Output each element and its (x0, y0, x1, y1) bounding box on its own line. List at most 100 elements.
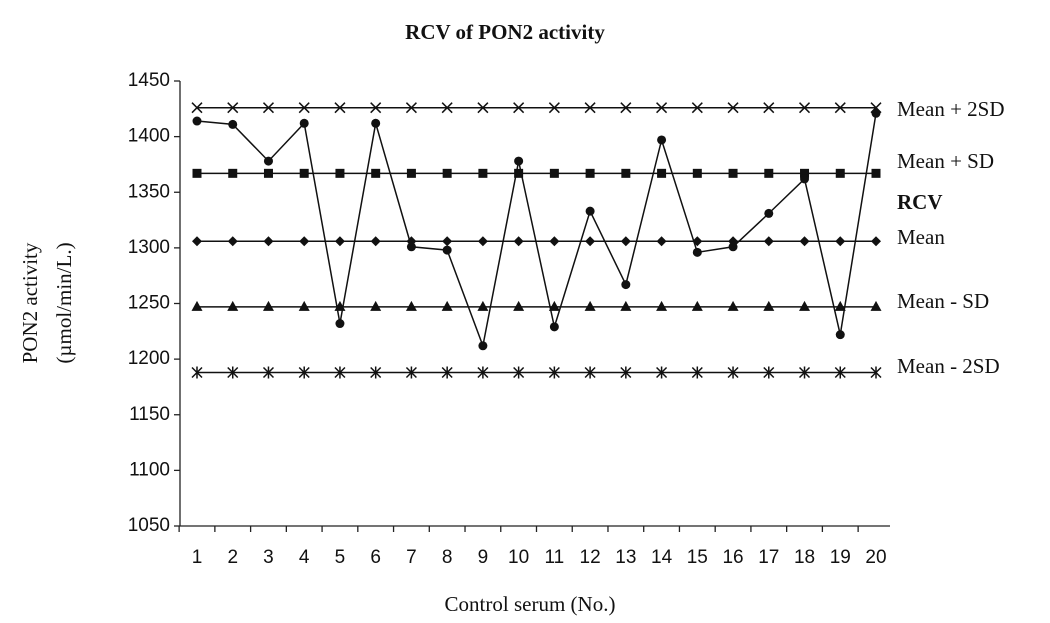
x-tick-label: 12 (580, 547, 601, 568)
legend-label: Mean - 2SD (897, 354, 1000, 378)
point (763, 300, 775, 311)
point (620, 102, 632, 114)
point (834, 300, 846, 311)
point (299, 168, 309, 178)
point (870, 300, 882, 311)
point (263, 168, 273, 178)
point (227, 300, 239, 311)
point (371, 168, 381, 178)
point (763, 236, 774, 247)
point (585, 168, 595, 178)
x-tick-label: 11 (545, 547, 565, 568)
x-tick-label: 6 (370, 547, 381, 568)
x-axis-label: Control serum (No.) (445, 592, 616, 616)
series-line (196, 113, 877, 349)
y-tick-label: 1400 (128, 126, 170, 147)
point (585, 236, 596, 247)
point (334, 102, 346, 114)
x-tick-label: 2 (227, 547, 238, 568)
legend-label: Mean + 2SD (897, 97, 1005, 121)
point (692, 247, 702, 257)
point (728, 236, 739, 247)
x-tick-label: 15 (687, 547, 708, 568)
point (298, 366, 310, 379)
point (834, 366, 846, 379)
point (835, 330, 845, 340)
point (406, 236, 417, 247)
point (728, 242, 738, 252)
point (656, 366, 668, 379)
point (691, 102, 703, 114)
point (727, 102, 739, 114)
point (191, 102, 203, 114)
point (405, 102, 417, 114)
x-tick-label: 16 (722, 547, 743, 568)
point (227, 366, 239, 379)
x-tick-label: 19 (830, 547, 851, 568)
point (870, 366, 882, 379)
point (478, 168, 488, 178)
point (299, 118, 309, 128)
point (478, 341, 488, 351)
point (262, 366, 275, 379)
point (691, 366, 703, 379)
y-tick-label: 1250 (128, 293, 170, 314)
x-tick-label: 18 (794, 547, 815, 568)
point (441, 300, 453, 311)
point (263, 156, 273, 166)
legend-label: RCV (897, 190, 943, 214)
point (800, 168, 810, 178)
point (405, 300, 417, 311)
point (477, 236, 488, 247)
point (692, 236, 703, 247)
point (228, 168, 238, 178)
point (477, 102, 489, 114)
point (800, 174, 810, 184)
point (764, 168, 774, 178)
point (763, 366, 775, 379)
point (799, 236, 810, 247)
legend-label: Mean - SD (897, 289, 989, 313)
point (514, 156, 524, 166)
point (513, 236, 524, 247)
point (228, 119, 238, 129)
point (764, 208, 774, 218)
point (191, 366, 203, 379)
y-tick-label: 1100 (129, 459, 170, 480)
point (585, 206, 595, 216)
point (727, 300, 739, 311)
point (442, 236, 453, 247)
point (227, 236, 238, 247)
point (334, 236, 345, 247)
point (192, 168, 202, 178)
point (871, 108, 881, 118)
x-tick-label: 13 (615, 547, 636, 568)
point (656, 300, 668, 311)
point (262, 102, 275, 114)
point (370, 300, 382, 311)
y-tick-label: 1050 (128, 515, 170, 536)
y-tick-label: 1150 (129, 404, 170, 425)
point (549, 168, 559, 178)
point (549, 236, 560, 247)
point (514, 168, 524, 178)
point (371, 118, 381, 128)
point (370, 102, 382, 114)
point (406, 242, 416, 252)
point (584, 300, 596, 311)
point (657, 135, 667, 145)
point (548, 300, 560, 311)
point (727, 366, 739, 379)
point (262, 300, 274, 311)
legend-label: Mean (897, 225, 945, 249)
point (620, 366, 632, 379)
point (692, 168, 702, 178)
point (621, 168, 631, 178)
point (513, 300, 525, 311)
point (192, 236, 202, 247)
y-tick-label: 1300 (128, 237, 170, 258)
point (835, 236, 846, 247)
point (620, 236, 631, 247)
point (798, 102, 811, 114)
point (871, 236, 881, 247)
